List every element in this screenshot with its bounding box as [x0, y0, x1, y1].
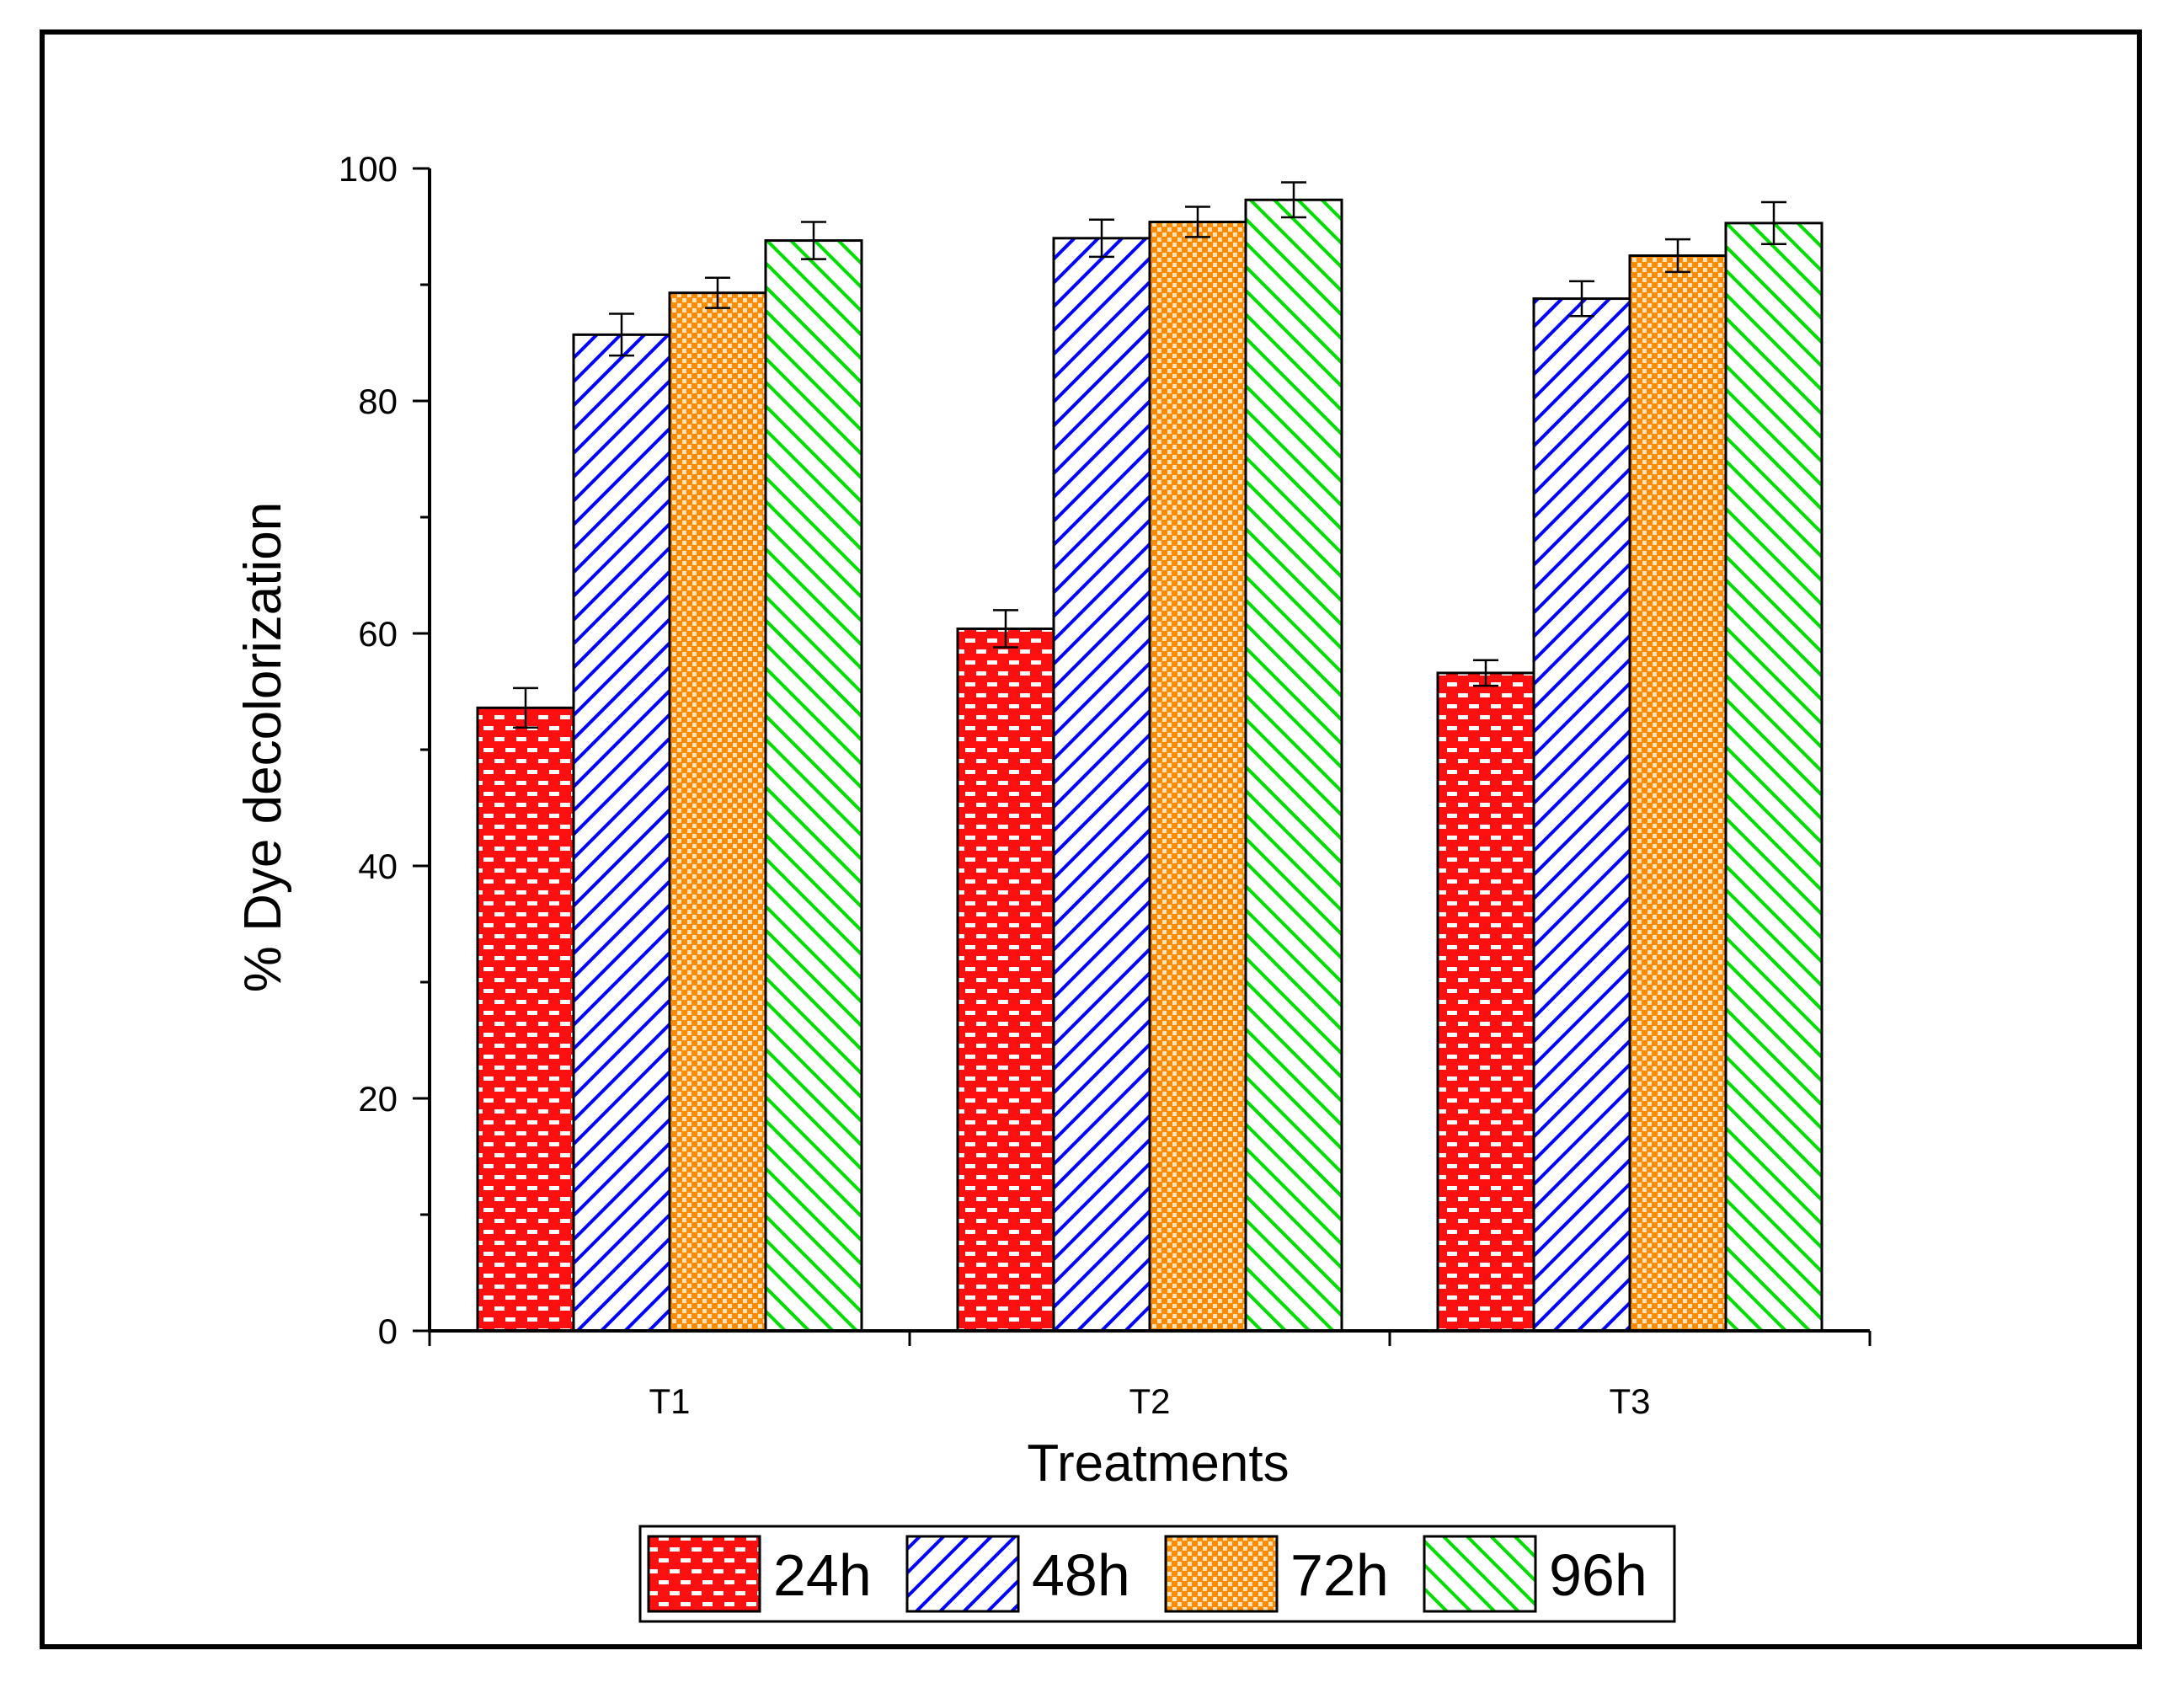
error-bar-t2-72h — [1185, 206, 1210, 238]
y-tick-label-40: 40 — [358, 847, 398, 886]
bars-group — [476, 198, 1824, 1333]
bar-t2-96h — [1244, 198, 1343, 1333]
y-axis-title: % Dye decolorization — [234, 502, 292, 992]
bar-t1-48h — [572, 333, 671, 1333]
bar-t3-48h — [1532, 297, 1631, 1333]
x-axis-title: Treatments — [1027, 1434, 1289, 1493]
legend-label-96h: 96h — [1549, 1542, 1647, 1608]
bar-t3-96h — [1724, 222, 1824, 1333]
legend-swatch-24h — [647, 1535, 761, 1613]
axes-group: T1 T2 T3 0 20 40 60 80 100 — [339, 149, 1872, 1421]
y-tick-label-60: 60 — [358, 614, 398, 654]
x-tick-label-t1: T1 — [649, 1381, 690, 1421]
bar-t3-24h — [1436, 671, 1535, 1333]
error-bar-t3-24h — [1473, 659, 1498, 687]
error-bar-t2-48h — [1089, 218, 1114, 259]
error-bar-t1-72h — [705, 276, 730, 309]
error-bar-t1-24h — [513, 686, 538, 729]
error-bars-group — [513, 181, 1786, 729]
figure-frame — [40, 29, 2142, 1649]
bar-t1-72h — [668, 291, 767, 1333]
legend-swatch-72h — [1164, 1535, 1279, 1613]
bar-t2-24h — [956, 627, 1055, 1333]
legend-label-48h: 48h — [1032, 1542, 1130, 1608]
bar-t2-48h — [1052, 237, 1151, 1333]
legend-label-24h: 24h — [773, 1542, 872, 1608]
legend: 24h 48h 72h 96h — [638, 1525, 1676, 1623]
y-tick-label-100: 100 — [339, 149, 398, 189]
bar-t2-72h — [1148, 220, 1247, 1333]
error-bar-t1-48h — [609, 312, 634, 357]
error-bar-t2-24h — [993, 609, 1018, 649]
bar-t1-96h — [764, 239, 863, 1333]
bar-t1-24h — [476, 706, 575, 1333]
error-bar-t2-96h — [1281, 181, 1306, 219]
legend-swatch-96h — [1423, 1535, 1537, 1613]
y-tick-label-0: 0 — [378, 1311, 398, 1351]
x-tick-label-t2: T2 — [1129, 1381, 1170, 1421]
y-tick-label-20: 20 — [358, 1079, 398, 1119]
error-bar-t3-48h — [1569, 280, 1594, 318]
error-bar-t1-96h — [801, 221, 826, 260]
x-tick-label-t3: T3 — [1609, 1381, 1650, 1421]
legend-label-72h: 72h — [1290, 1542, 1389, 1608]
error-bar-t3-72h — [1665, 238, 1690, 274]
y-tick-label-80: 80 — [358, 382, 398, 421]
error-bar-t3-96h — [1761, 200, 1786, 245]
legend-swatch-48h — [905, 1535, 1020, 1613]
bar-t3-72h — [1628, 254, 1727, 1333]
